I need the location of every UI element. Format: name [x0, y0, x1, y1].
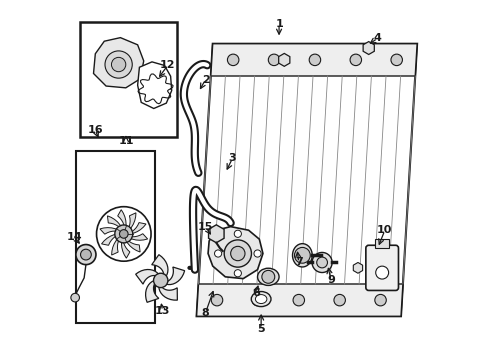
Circle shape — [312, 252, 332, 273]
Ellipse shape — [251, 292, 271, 307]
Polygon shape — [130, 222, 146, 234]
Text: 16: 16 — [87, 125, 103, 135]
Circle shape — [269, 54, 280, 66]
Bar — [80, 22, 177, 137]
Circle shape — [375, 294, 386, 306]
Ellipse shape — [293, 244, 312, 267]
Circle shape — [294, 247, 310, 263]
Polygon shape — [94, 38, 144, 88]
Text: 10: 10 — [377, 225, 392, 235]
Circle shape — [234, 270, 242, 277]
Text: 1: 1 — [275, 19, 283, 29]
Circle shape — [254, 250, 261, 257]
Text: 15: 15 — [198, 222, 213, 231]
Circle shape — [105, 51, 132, 78]
Polygon shape — [196, 284, 403, 316]
Circle shape — [224, 240, 251, 267]
Polygon shape — [129, 234, 147, 240]
Circle shape — [334, 294, 345, 306]
Bar — [76, 151, 155, 323]
Text: 11: 11 — [118, 136, 134, 145]
Polygon shape — [211, 44, 417, 76]
Circle shape — [317, 257, 327, 268]
Circle shape — [293, 294, 304, 306]
Polygon shape — [159, 287, 177, 300]
Polygon shape — [128, 213, 136, 230]
Polygon shape — [152, 255, 168, 276]
Text: 13: 13 — [155, 306, 170, 316]
Text: 6: 6 — [252, 288, 260, 298]
Text: 4: 4 — [374, 33, 382, 43]
Polygon shape — [126, 239, 140, 252]
Circle shape — [231, 246, 245, 261]
Circle shape — [350, 54, 362, 66]
Circle shape — [115, 225, 133, 243]
Polygon shape — [118, 210, 126, 228]
Circle shape — [309, 54, 320, 66]
Polygon shape — [138, 62, 172, 108]
Circle shape — [120, 230, 128, 238]
Circle shape — [153, 273, 168, 288]
Polygon shape — [136, 270, 159, 284]
Circle shape — [234, 230, 242, 237]
Bar — [375, 239, 389, 248]
Circle shape — [111, 57, 126, 72]
Circle shape — [262, 270, 275, 283]
Text: 8: 8 — [202, 308, 209, 318]
Polygon shape — [208, 226, 263, 279]
Circle shape — [211, 294, 223, 306]
Polygon shape — [107, 216, 122, 228]
Text: 9: 9 — [327, 275, 335, 285]
Circle shape — [76, 244, 96, 265]
Circle shape — [215, 250, 221, 257]
Polygon shape — [166, 267, 185, 284]
Text: 3: 3 — [229, 153, 236, 163]
Text: 12: 12 — [160, 60, 175, 70]
Circle shape — [391, 54, 402, 66]
Text: 5: 5 — [257, 324, 265, 334]
Polygon shape — [196, 44, 417, 316]
Polygon shape — [101, 234, 118, 245]
Circle shape — [252, 294, 264, 306]
Text: 7: 7 — [295, 257, 303, 267]
Text: 14: 14 — [67, 232, 82, 242]
Text: 2: 2 — [202, 75, 209, 85]
Polygon shape — [122, 240, 130, 258]
Circle shape — [376, 266, 389, 279]
Ellipse shape — [258, 268, 279, 285]
Circle shape — [227, 54, 239, 66]
Polygon shape — [146, 280, 159, 302]
Circle shape — [80, 249, 91, 260]
FancyBboxPatch shape — [366, 245, 398, 291]
Ellipse shape — [255, 294, 267, 303]
Circle shape — [71, 293, 79, 302]
Polygon shape — [100, 228, 119, 234]
Polygon shape — [112, 238, 120, 255]
